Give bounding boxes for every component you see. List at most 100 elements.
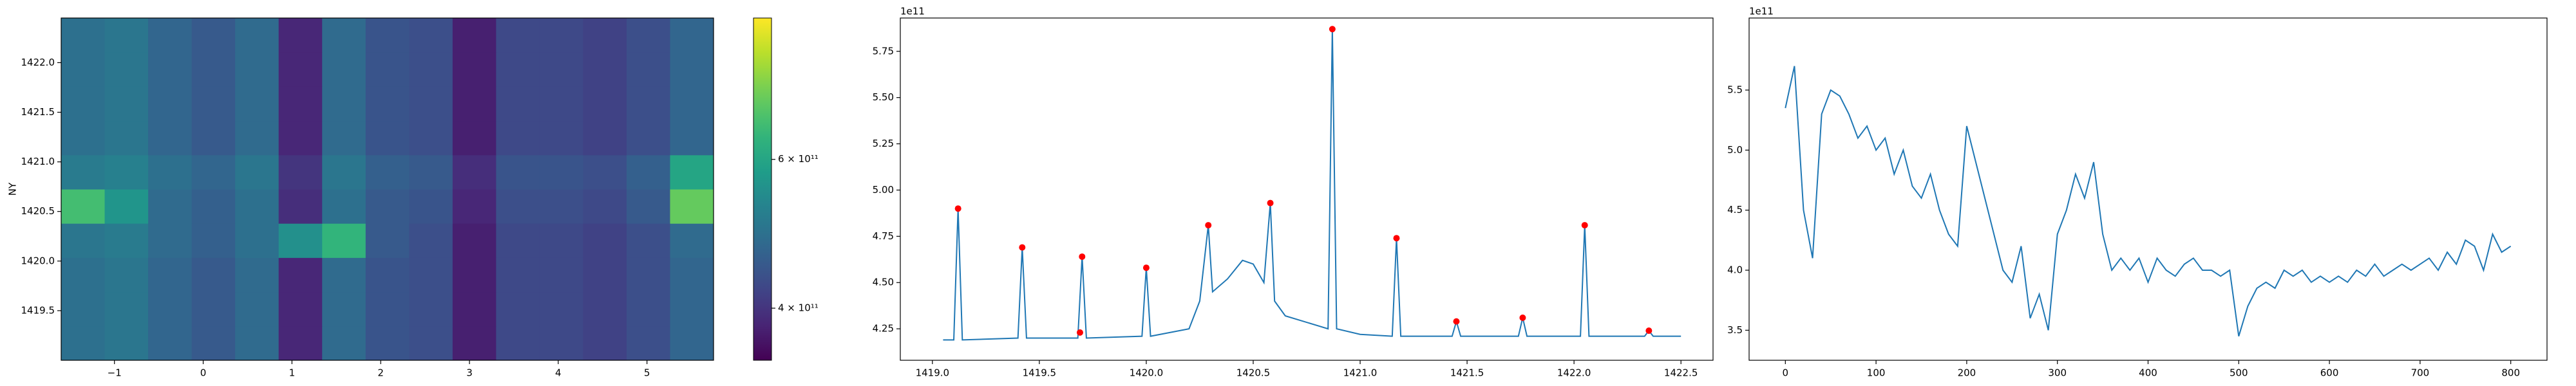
heat-cell bbox=[322, 52, 366, 87]
heat-cell bbox=[365, 18, 410, 53]
heat-cell bbox=[191, 326, 236, 361]
heat-cell bbox=[626, 291, 670, 327]
heat-cell bbox=[409, 120, 453, 156]
heat-cell bbox=[191, 120, 236, 156]
heat-cell bbox=[365, 154, 410, 190]
heat-cell bbox=[670, 326, 714, 361]
heat-cell bbox=[322, 18, 366, 53]
y-axis-label: NY bbox=[7, 182, 19, 196]
heat-cell bbox=[104, 86, 149, 122]
heat-cell bbox=[278, 18, 323, 53]
peak-marker bbox=[1019, 244, 1026, 251]
heat-cell bbox=[452, 257, 497, 293]
heat-cell bbox=[235, 326, 279, 361]
heat-cell bbox=[539, 326, 583, 361]
heat-cell bbox=[670, 257, 714, 293]
heat-cell bbox=[235, 223, 279, 258]
heat-cell bbox=[322, 154, 366, 190]
x-tick-label: 1422.5 bbox=[1664, 367, 1698, 379]
heat-cell bbox=[61, 86, 106, 122]
heat-cell bbox=[539, 189, 583, 224]
y-tick-label: 4.0 bbox=[1727, 264, 1743, 276]
heat-cell bbox=[452, 18, 497, 53]
heat-cell bbox=[104, 223, 149, 258]
heat-cell bbox=[496, 291, 540, 327]
y-tick-label: 1421.0 bbox=[21, 156, 55, 167]
heat-cell bbox=[322, 189, 366, 224]
x-tick-label: 500 bbox=[2230, 367, 2248, 379]
heat-cell bbox=[365, 223, 410, 258]
peak-marker bbox=[1645, 327, 1653, 334]
peak-marker bbox=[1076, 329, 1083, 336]
heat-cell bbox=[583, 18, 627, 53]
heat-cell bbox=[148, 120, 193, 156]
heat-cell bbox=[104, 154, 149, 190]
x-tick-label: 0 bbox=[1783, 367, 1789, 379]
x-tick-label: 4 bbox=[555, 367, 562, 379]
heat-cell bbox=[322, 120, 366, 156]
offset-label: 1e11 bbox=[900, 6, 925, 17]
heat-cell bbox=[670, 18, 714, 53]
peak-marker bbox=[954, 205, 961, 212]
heat-cell bbox=[409, 52, 453, 87]
heat-cell bbox=[322, 257, 366, 293]
heat-cell bbox=[235, 189, 279, 224]
heat-cell bbox=[104, 120, 149, 156]
y-tick-label: 4.50 bbox=[873, 277, 894, 288]
heat-cell bbox=[452, 291, 497, 327]
x-tick-label: −1 bbox=[108, 367, 122, 379]
heat-cell bbox=[626, 154, 670, 190]
heat-cell bbox=[539, 223, 583, 258]
heat-cell bbox=[278, 154, 323, 190]
y-tick-label: 5.50 bbox=[873, 91, 894, 103]
heat-cell bbox=[452, 223, 497, 258]
heat-cell bbox=[322, 86, 366, 122]
y-tick-label: 1420.5 bbox=[21, 205, 55, 217]
heat-cell bbox=[322, 223, 366, 258]
heat-cell bbox=[583, 86, 627, 122]
heat-cell bbox=[670, 120, 714, 156]
heat-cell bbox=[539, 18, 583, 53]
heat-cell bbox=[191, 154, 236, 190]
heat-cell bbox=[626, 120, 670, 156]
heat-cell bbox=[61, 291, 106, 327]
heat-cell bbox=[626, 18, 670, 53]
heat-cell bbox=[148, 154, 193, 190]
heat-cell bbox=[583, 120, 627, 156]
heat-cell bbox=[452, 120, 497, 156]
y-tick-label: 4.75 bbox=[873, 230, 894, 242]
heat-cell bbox=[409, 86, 453, 122]
heat-cell bbox=[148, 223, 193, 258]
heat-cell bbox=[278, 189, 323, 224]
heat-cell bbox=[670, 189, 714, 224]
heat-cell bbox=[235, 257, 279, 293]
heat-cell bbox=[148, 257, 193, 293]
x-tick-label: 3 bbox=[466, 367, 473, 379]
heat-cell bbox=[235, 291, 279, 327]
y-tick-label: 4.25 bbox=[873, 323, 894, 335]
heat-cell bbox=[496, 189, 540, 224]
heat-cell bbox=[409, 326, 453, 361]
y-tick-label: 3.5 bbox=[1727, 324, 1743, 336]
heat-cell bbox=[670, 223, 714, 258]
x-tick-label: 400 bbox=[2139, 367, 2157, 379]
heat-cell bbox=[409, 18, 453, 53]
y-tick-label: 1420.0 bbox=[21, 255, 55, 266]
line bbox=[943, 29, 1681, 341]
heat-cell bbox=[365, 257, 410, 293]
heat-cell bbox=[539, 120, 583, 156]
x-tick-label: 100 bbox=[1867, 367, 1886, 379]
axes-frame bbox=[900, 17, 1714, 361]
axes-frame bbox=[1748, 17, 2548, 361]
heat-cell bbox=[626, 86, 670, 122]
y-tick-label: 5.0 bbox=[1727, 144, 1743, 156]
y-tick-label: 1421.5 bbox=[21, 106, 55, 118]
heat-cell bbox=[583, 223, 627, 258]
heat-cell bbox=[191, 52, 236, 87]
heat-cell bbox=[365, 52, 410, 87]
heat-cell bbox=[104, 189, 149, 224]
heat-cell bbox=[104, 18, 149, 53]
heat-cell bbox=[496, 154, 540, 190]
heat-cell bbox=[235, 86, 279, 122]
